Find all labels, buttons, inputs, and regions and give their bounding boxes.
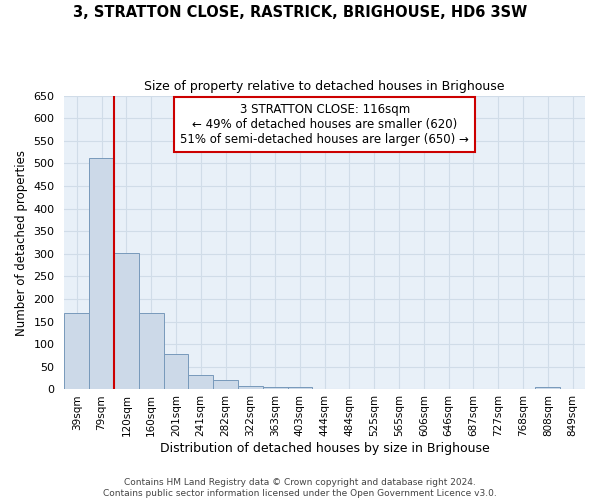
Text: 3, STRATTON CLOSE, RASTRICK, BRIGHOUSE, HD6 3SW: 3, STRATTON CLOSE, RASTRICK, BRIGHOUSE, … — [73, 5, 527, 20]
Title: Size of property relative to detached houses in Brighouse: Size of property relative to detached ho… — [145, 80, 505, 93]
Bar — [535, 387, 560, 390]
Bar — [114, 253, 139, 390]
Bar — [139, 314, 164, 390]
Bar — [287, 387, 313, 390]
Text: 3 STRATTON CLOSE: 116sqm
← 49% of detached houses are smaller (620)
51% of semi-: 3 STRATTON CLOSE: 116sqm ← 49% of detach… — [180, 103, 469, 146]
Y-axis label: Number of detached properties: Number of detached properties — [15, 150, 28, 336]
X-axis label: Distribution of detached houses by size in Brighouse: Distribution of detached houses by size … — [160, 442, 490, 455]
Bar — [188, 375, 213, 390]
Bar — [89, 158, 114, 390]
Bar — [263, 387, 287, 390]
Text: Contains HM Land Registry data © Crown copyright and database right 2024.
Contai: Contains HM Land Registry data © Crown c… — [103, 478, 497, 498]
Bar — [64, 314, 89, 390]
Bar — [238, 386, 263, 390]
Bar — [164, 354, 188, 390]
Bar — [213, 380, 238, 390]
